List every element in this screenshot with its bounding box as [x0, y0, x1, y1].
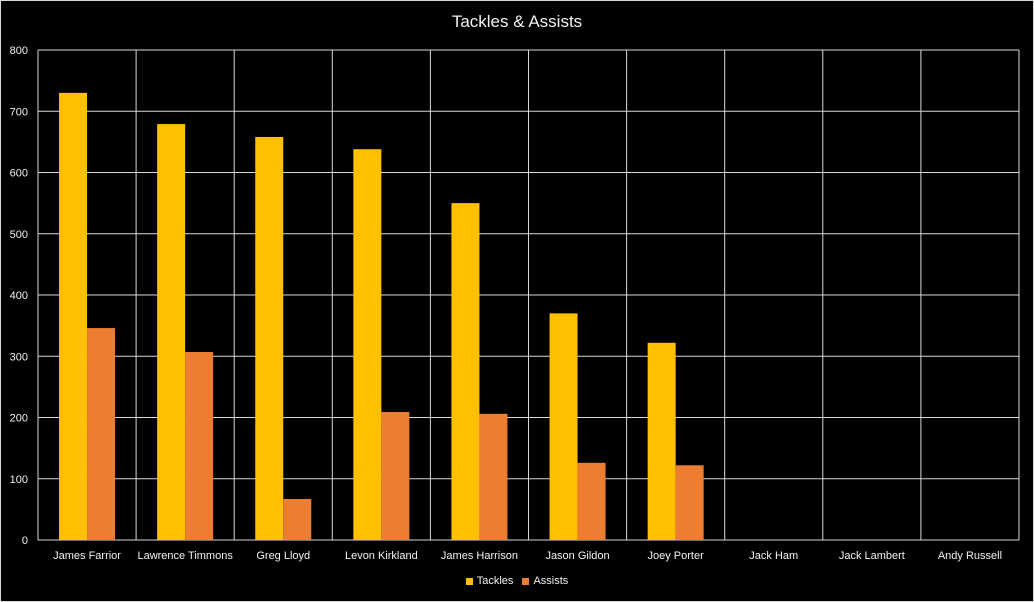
x-tick-label-6: Joey Porter — [648, 550, 705, 562]
y-tick-label-300: 300 — [10, 351, 28, 363]
y-tick-label-200: 200 — [10, 413, 28, 425]
x-tick-label-7: Jack Ham — [749, 550, 798, 562]
legend-label-assists: Assists — [533, 575, 569, 587]
bar-tackles-1 — [157, 124, 186, 541]
y-tick-label-0: 0 — [22, 535, 28, 547]
y-tick-label-800: 800 — [10, 45, 28, 57]
x-tick-label-4: James Harrison — [441, 550, 518, 562]
legend-item-tackles: Tackles — [465, 575, 514, 587]
chart-title: Tackles & Assists — [451, 12, 583, 31]
bar-assists-1 — [185, 351, 214, 540]
bar-assists-4 — [479, 413, 508, 540]
bar-tackles-3 — [353, 149, 382, 540]
legend: Tackles Assists — [0, 575, 1034, 588]
y-tick-label-600: 600 — [10, 168, 28, 180]
x-tick-label-3: Levon Kirkland — [345, 550, 418, 562]
bar-assists-2 — [283, 498, 312, 540]
y-tick-label-400: 400 — [10, 290, 28, 302]
x-tick-label-8: Jack Lambert — [839, 550, 905, 562]
legend-item-assists: Assists — [522, 575, 568, 587]
legend-label-tackles: Tackles — [476, 575, 514, 587]
bar-tackles-6 — [647, 342, 676, 540]
bar-assists-3 — [381, 411, 410, 540]
bar-tackles-4 — [451, 203, 480, 540]
bar-tackles-2 — [255, 136, 284, 540]
x-tick-label-0: James Farrior — [53, 550, 121, 562]
x-tick-label-9: Andy Russell — [938, 550, 1002, 562]
y-tick-label-100: 100 — [10, 474, 28, 486]
legend-swatch-assists — [522, 577, 530, 585]
x-tick-label-1: Lawrence Timmons — [137, 550, 233, 562]
bar-assists-6 — [675, 465, 704, 540]
legend-swatch-tackles — [465, 577, 473, 585]
x-tick-label-5: Jason Gildon — [545, 550, 609, 562]
x-tick-label-2: Greg Lloyd — [256, 550, 310, 562]
y-tick-label-500: 500 — [10, 229, 28, 241]
bar-tackles-5 — [549, 313, 578, 540]
bar-assists-0 — [87, 328, 116, 540]
bar-tackles-0 — [59, 92, 88, 540]
bar-assists-5 — [577, 462, 606, 540]
y-tick-label-700: 700 — [10, 106, 28, 118]
